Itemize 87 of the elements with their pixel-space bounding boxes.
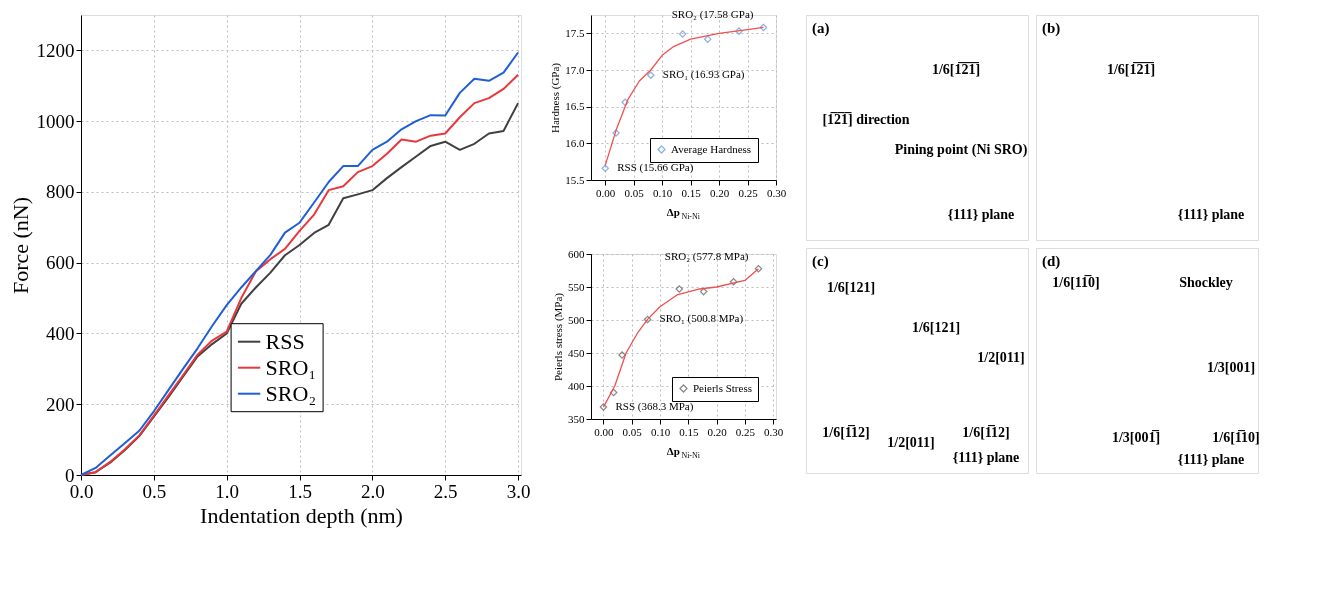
text: 1/6[1̅2̅1̅]	[931, 62, 981, 77]
y-tick-label: 400	[568, 379, 585, 392]
annotation: RSS (15.66 GPa)	[617, 161, 694, 175]
x-tick-label: 0.00	[596, 186, 616, 199]
text: 1/2[011]	[887, 435, 935, 450]
legend-label: RSS	[265, 328, 305, 354]
text: 1/3[001]	[1206, 360, 1256, 375]
x-tick-label: 0.15	[681, 186, 702, 199]
text: Pining point (Ni SRO)	[894, 142, 1028, 158]
text: 1/6[1̅10]	[1212, 430, 1260, 445]
point	[678, 30, 687, 38]
x-tick-label: 0.10	[653, 186, 673, 199]
y-tick-label: 15.5	[565, 173, 585, 186]
point	[612, 129, 620, 137]
legend-label: SRO₁	[265, 354, 317, 380]
y-axis-title: Force (nN)	[7, 196, 33, 295]
x-tick-label: 3.0	[506, 480, 531, 502]
point	[601, 164, 609, 173]
legend-label: Average Hardness	[671, 142, 752, 155]
legend-label: Peierls Stress	[693, 381, 752, 394]
y-tick-label: 550	[568, 280, 585, 293]
text: {111} plane	[952, 450, 1020, 465]
y-tick-label: 0	[65, 464, 75, 486]
x-tick-label: 0.25	[735, 425, 756, 438]
text: 1/6[1̅12]	[962, 425, 1010, 440]
point	[609, 388, 618, 397]
x-tick-label: 0.15	[679, 425, 699, 438]
point	[675, 285, 684, 293]
text: (a)	[812, 20, 830, 37]
text: 1/6[1̅2̅1̅]	[1106, 62, 1156, 77]
y-tick-label: 1000	[36, 110, 75, 132]
text: {111} plane	[1177, 452, 1245, 467]
annotation: SRO₁ (16.93 GPa)	[662, 68, 745, 82]
text: {111} plane	[947, 207, 1015, 222]
x-tick-label: 0.30	[766, 186, 787, 199]
y-tick-label: 400	[46, 322, 75, 344]
y-tick-label: 17.5	[565, 26, 585, 39]
annotation: SRO₂ (577.8 MPa)	[664, 249, 749, 263]
text: 1/6[121]	[911, 320, 961, 335]
x-tick-label: 0.5	[142, 480, 167, 502]
point	[599, 403, 608, 411]
point	[699, 287, 708, 296]
x-tick-label: 0.20	[707, 425, 728, 438]
y-tick-label: 16.0	[565, 136, 585, 149]
y-tick-label: 200	[46, 393, 75, 415]
legend-label: SRO₂	[265, 380, 317, 406]
text: Shockley	[1179, 275, 1233, 290]
y-tick-label: 600	[46, 252, 75, 274]
text: (b)	[1042, 20, 1061, 37]
x-tick-label: 2.5	[433, 480, 458, 502]
x-tick-label: 0.30	[764, 425, 784, 438]
x-tick-label: 1.5	[288, 480, 312, 502]
text: {111} plane	[1177, 207, 1245, 222]
text: [1̅2̅1̅] direction	[822, 112, 910, 127]
text: 1/6[1̅12]	[822, 425, 870, 440]
x-tick-label: 0.10	[650, 425, 671, 438]
y-axis-title: Peierls stress (MPa)	[552, 292, 565, 381]
point	[643, 315, 652, 324]
text: 1/2[011]	[977, 350, 1025, 365]
text: (d)	[1042, 253, 1061, 270]
point	[759, 23, 768, 32]
x-tick-label: 0.05	[624, 186, 645, 199]
annotation: SRO₁ (500.8 MPa)	[659, 312, 744, 326]
y-tick-label: 600	[568, 247, 585, 260]
x-tick-label: 2.0	[361, 480, 385, 502]
y-tick-label: 500	[568, 313, 585, 326]
y-tick-label: 16.5	[565, 100, 585, 113]
annotation: RSS (368.3 MPa)	[615, 399, 694, 413]
y-tick-label: 1200	[36, 39, 75, 61]
y-tick-label: 17.0	[565, 63, 585, 76]
x-tick-label: 0.05	[622, 425, 643, 438]
y-tick-label: 450	[568, 346, 585, 359]
x-tick-label: 0.00	[594, 425, 615, 438]
annotation: SRO₂ (17.58 GPa)	[671, 8, 754, 22]
text: 1/6[11̅0]	[1052, 275, 1100, 290]
y-tick-label: 350	[568, 412, 585, 425]
text: 1/6[121]	[826, 280, 876, 295]
point	[647, 71, 655, 79]
text: 1/3[001̅]	[1111, 430, 1161, 445]
x-tick-label: 0.20	[709, 186, 730, 199]
x-tick-label: 0.25	[738, 186, 759, 199]
y-axis-title: Hardness (GPa)	[549, 62, 563, 133]
x-axis-title: Indentation depth (nm)	[200, 502, 403, 528]
point	[703, 35, 712, 43]
text: (c)	[812, 253, 829, 270]
x-tick-label: 1.0	[215, 480, 240, 502]
y-tick-label: 800	[46, 181, 75, 203]
